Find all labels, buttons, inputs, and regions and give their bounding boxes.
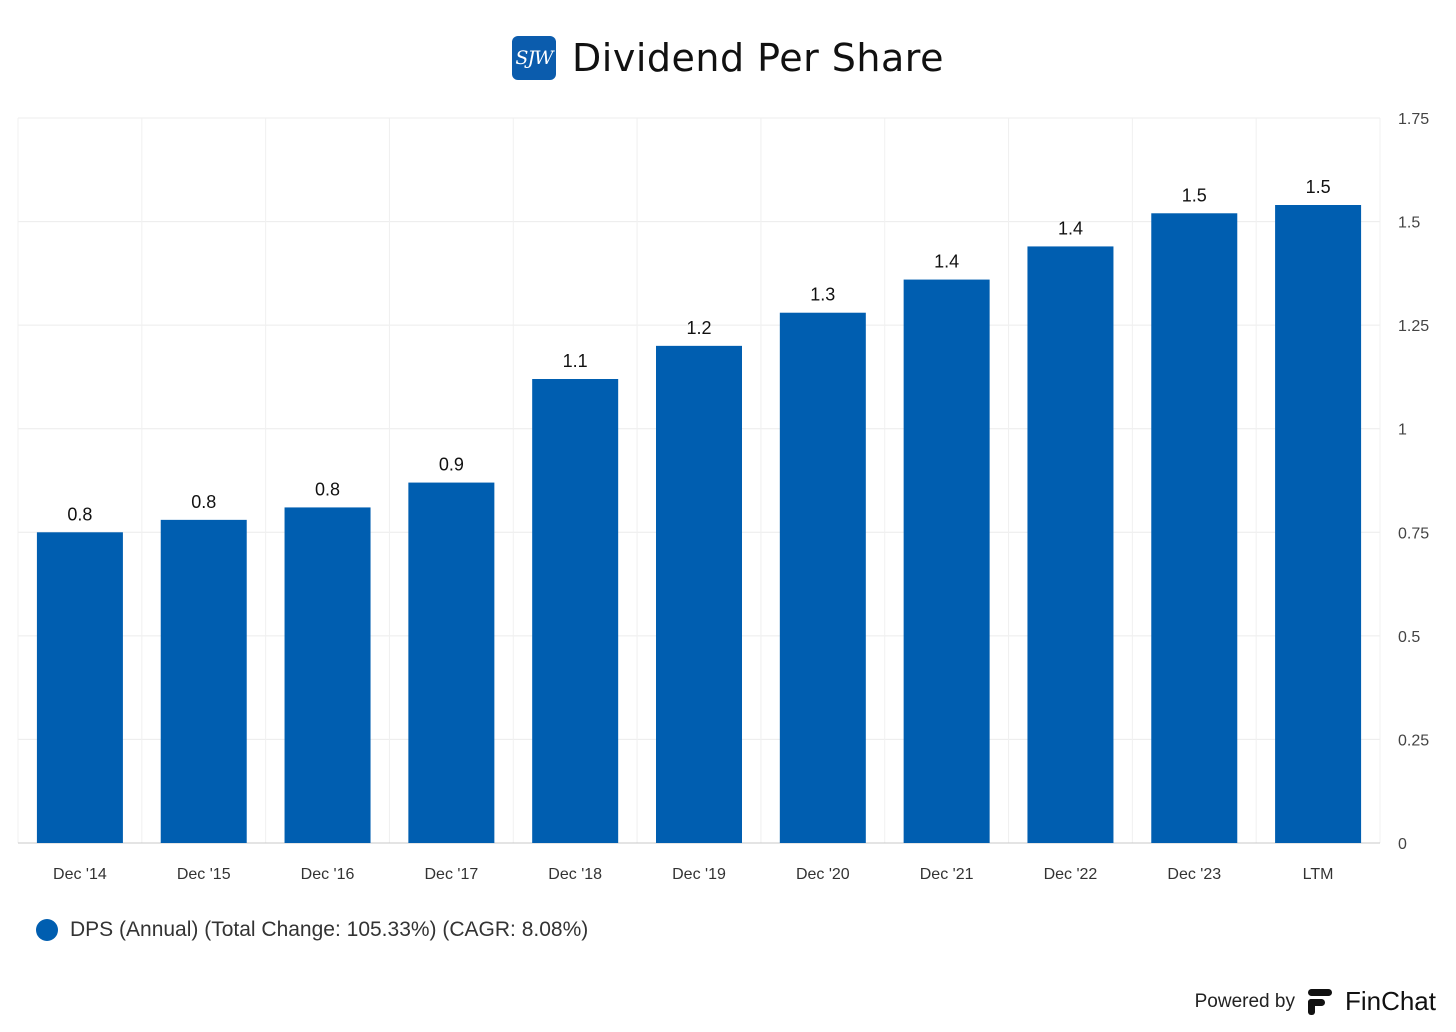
data-label: 0.8 [315, 479, 340, 499]
x-tick-label: Dec '17 [424, 866, 478, 883]
data-label: 1.2 [686, 318, 711, 338]
data-label: 0.9 [439, 455, 464, 475]
bar [532, 379, 619, 843]
bar [1027, 246, 1114, 843]
legend-label: DPS (Annual) (Total Change: 105.33%) (CA… [70, 918, 589, 941]
y-tick-label: 0 [1398, 836, 1407, 853]
bar [656, 345, 742, 843]
x-tick-label: LTM [1303, 866, 1334, 883]
powered-by-text: Powered by [1194, 990, 1295, 1012]
chart-title: Dividend Per Share [572, 36, 944, 80]
powered-by[interactable]: Powered by FinChat [1195, 986, 1436, 1017]
data-label: 1.5 [1182, 185, 1207, 205]
y-tick-label: 1 [1398, 422, 1407, 439]
y-tick-label: 1.5 [1398, 215, 1420, 232]
bar [1151, 213, 1238, 843]
data-label: 1.3 [810, 285, 835, 305]
y-tick-label: 0.25 [1398, 732, 1429, 749]
bar [284, 507, 371, 843]
bar [160, 519, 247, 843]
bar [36, 532, 123, 843]
bar [1275, 205, 1362, 843]
company-logo: SJW [512, 36, 557, 80]
x-tick-label: Dec '14 [53, 866, 107, 883]
legend-marker [36, 919, 58, 941]
bar-chart: 0 0.25 0.5 0.75 1 1.25 1.5 1.75 0.8 Dec '14 0.8 Dec… [17, 111, 1429, 883]
x-tick-label: Dec '23 [1167, 866, 1221, 883]
data-label: 1.4 [934, 252, 959, 272]
data-label: 1.1 [563, 351, 588, 371]
data-label: 0.8 [67, 504, 92, 524]
x-tick-label: Dec '21 [920, 866, 974, 883]
y-tick-label: 0.75 [1398, 525, 1429, 542]
bar [779, 312, 866, 843]
chart-header: SJW Dividend Per Share [0, 30, 1456, 86]
data-label: 1.4 [1058, 218, 1083, 238]
x-tick-label: Dec '18 [548, 866, 602, 883]
x-tick-label: Dec '16 [301, 866, 355, 883]
bar [408, 482, 495, 843]
y-tick-label: 1.75 [1398, 111, 1429, 128]
x-tick-label: Dec '19 [672, 866, 726, 883]
legend[interactable]: DPS (Annual) (Total Change: 105.33%) (CA… [36, 918, 588, 942]
company-logo-text: SJW [515, 47, 553, 69]
y-tick-label: 1.25 [1398, 318, 1429, 335]
data-label: 0.8 [191, 492, 216, 512]
x-tick-label: Dec '20 [796, 866, 850, 883]
data-label: 1.5 [1306, 177, 1331, 197]
finchat-brand: FinChat [1344, 986, 1436, 1016]
x-tick-label: Dec '15 [177, 866, 231, 883]
y-tick-label: 0.5 [1398, 629, 1420, 646]
bar [903, 279, 990, 843]
x-tick-label: Dec '22 [1044, 866, 1098, 883]
finchat-logo-icon [1307, 988, 1332, 1015]
